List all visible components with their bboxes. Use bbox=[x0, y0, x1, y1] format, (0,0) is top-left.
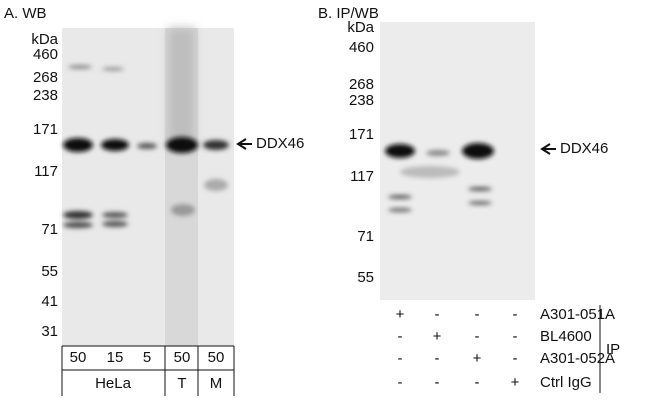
lane-sign: - bbox=[513, 328, 518, 345]
marker-label: 55 bbox=[357, 269, 374, 286]
marker-label: 460 bbox=[349, 39, 374, 56]
lane-sign: - bbox=[435, 306, 440, 323]
lane-sign: - bbox=[398, 374, 403, 391]
panel-title: B. IP/WB bbox=[318, 5, 379, 22]
blot-b bbox=[380, 22, 535, 300]
lane-sign: - bbox=[398, 350, 403, 367]
arrow bbox=[236, 138, 252, 150]
marker-label: 55 bbox=[41, 263, 58, 280]
arrow bbox=[540, 143, 556, 155]
marker-label: 71 bbox=[41, 221, 58, 238]
lane-sign: + bbox=[473, 350, 482, 367]
marker-label: 268 bbox=[33, 69, 58, 86]
load-label: 5 bbox=[143, 349, 151, 366]
lane-sign: - bbox=[475, 306, 480, 323]
lane-table bbox=[61, 345, 235, 396]
unit-label: kDa bbox=[31, 31, 58, 48]
load-label: 50 bbox=[70, 349, 87, 366]
lane-sign: - bbox=[475, 374, 480, 391]
panel-title: A. WB bbox=[4, 5, 47, 22]
antibody-label: A301-051A bbox=[540, 306, 615, 323]
lane-sign: - bbox=[398, 328, 403, 345]
lane-sign: + bbox=[396, 306, 405, 323]
marker-label: 31 bbox=[41, 323, 58, 340]
lane-sign: - bbox=[513, 306, 518, 323]
marker-label: 71 bbox=[357, 228, 374, 245]
marker-label: 171 bbox=[349, 126, 374, 143]
target-label: DDX46 bbox=[256, 135, 304, 152]
lane-sign: - bbox=[435, 350, 440, 367]
unit-label: kDa bbox=[347, 19, 374, 36]
load-label: 50 bbox=[208, 349, 225, 366]
load-label: 15 bbox=[107, 349, 124, 366]
group-label: M bbox=[210, 375, 223, 392]
marker-label: 117 bbox=[34, 163, 58, 180]
marker-label: 238 bbox=[349, 92, 374, 109]
lane-sign: - bbox=[475, 328, 480, 345]
lane-sign: + bbox=[511, 374, 520, 391]
lane-sign: - bbox=[435, 374, 440, 391]
marker-label: 268 bbox=[349, 76, 374, 93]
antibody-label: BL4600 bbox=[540, 328, 592, 345]
group-label: HeLa bbox=[95, 375, 132, 392]
marker-label: 238 bbox=[33, 87, 58, 104]
antibody-label: A301-052A bbox=[540, 350, 615, 367]
blot-a bbox=[62, 28, 234, 346]
marker-label: 460 bbox=[33, 46, 58, 63]
marker-label: 117 bbox=[350, 168, 374, 185]
marker-label: 171 bbox=[33, 121, 58, 138]
group-label: T bbox=[177, 375, 186, 392]
group-label: IP bbox=[606, 341, 620, 358]
load-label: 50 bbox=[174, 349, 191, 366]
antibody-label: Ctrl IgG bbox=[540, 374, 592, 391]
lane-sign: - bbox=[513, 350, 518, 367]
target-label: DDX46 bbox=[560, 140, 608, 157]
lane-sign: + bbox=[433, 328, 442, 345]
marker-label: 41 bbox=[41, 293, 58, 310]
